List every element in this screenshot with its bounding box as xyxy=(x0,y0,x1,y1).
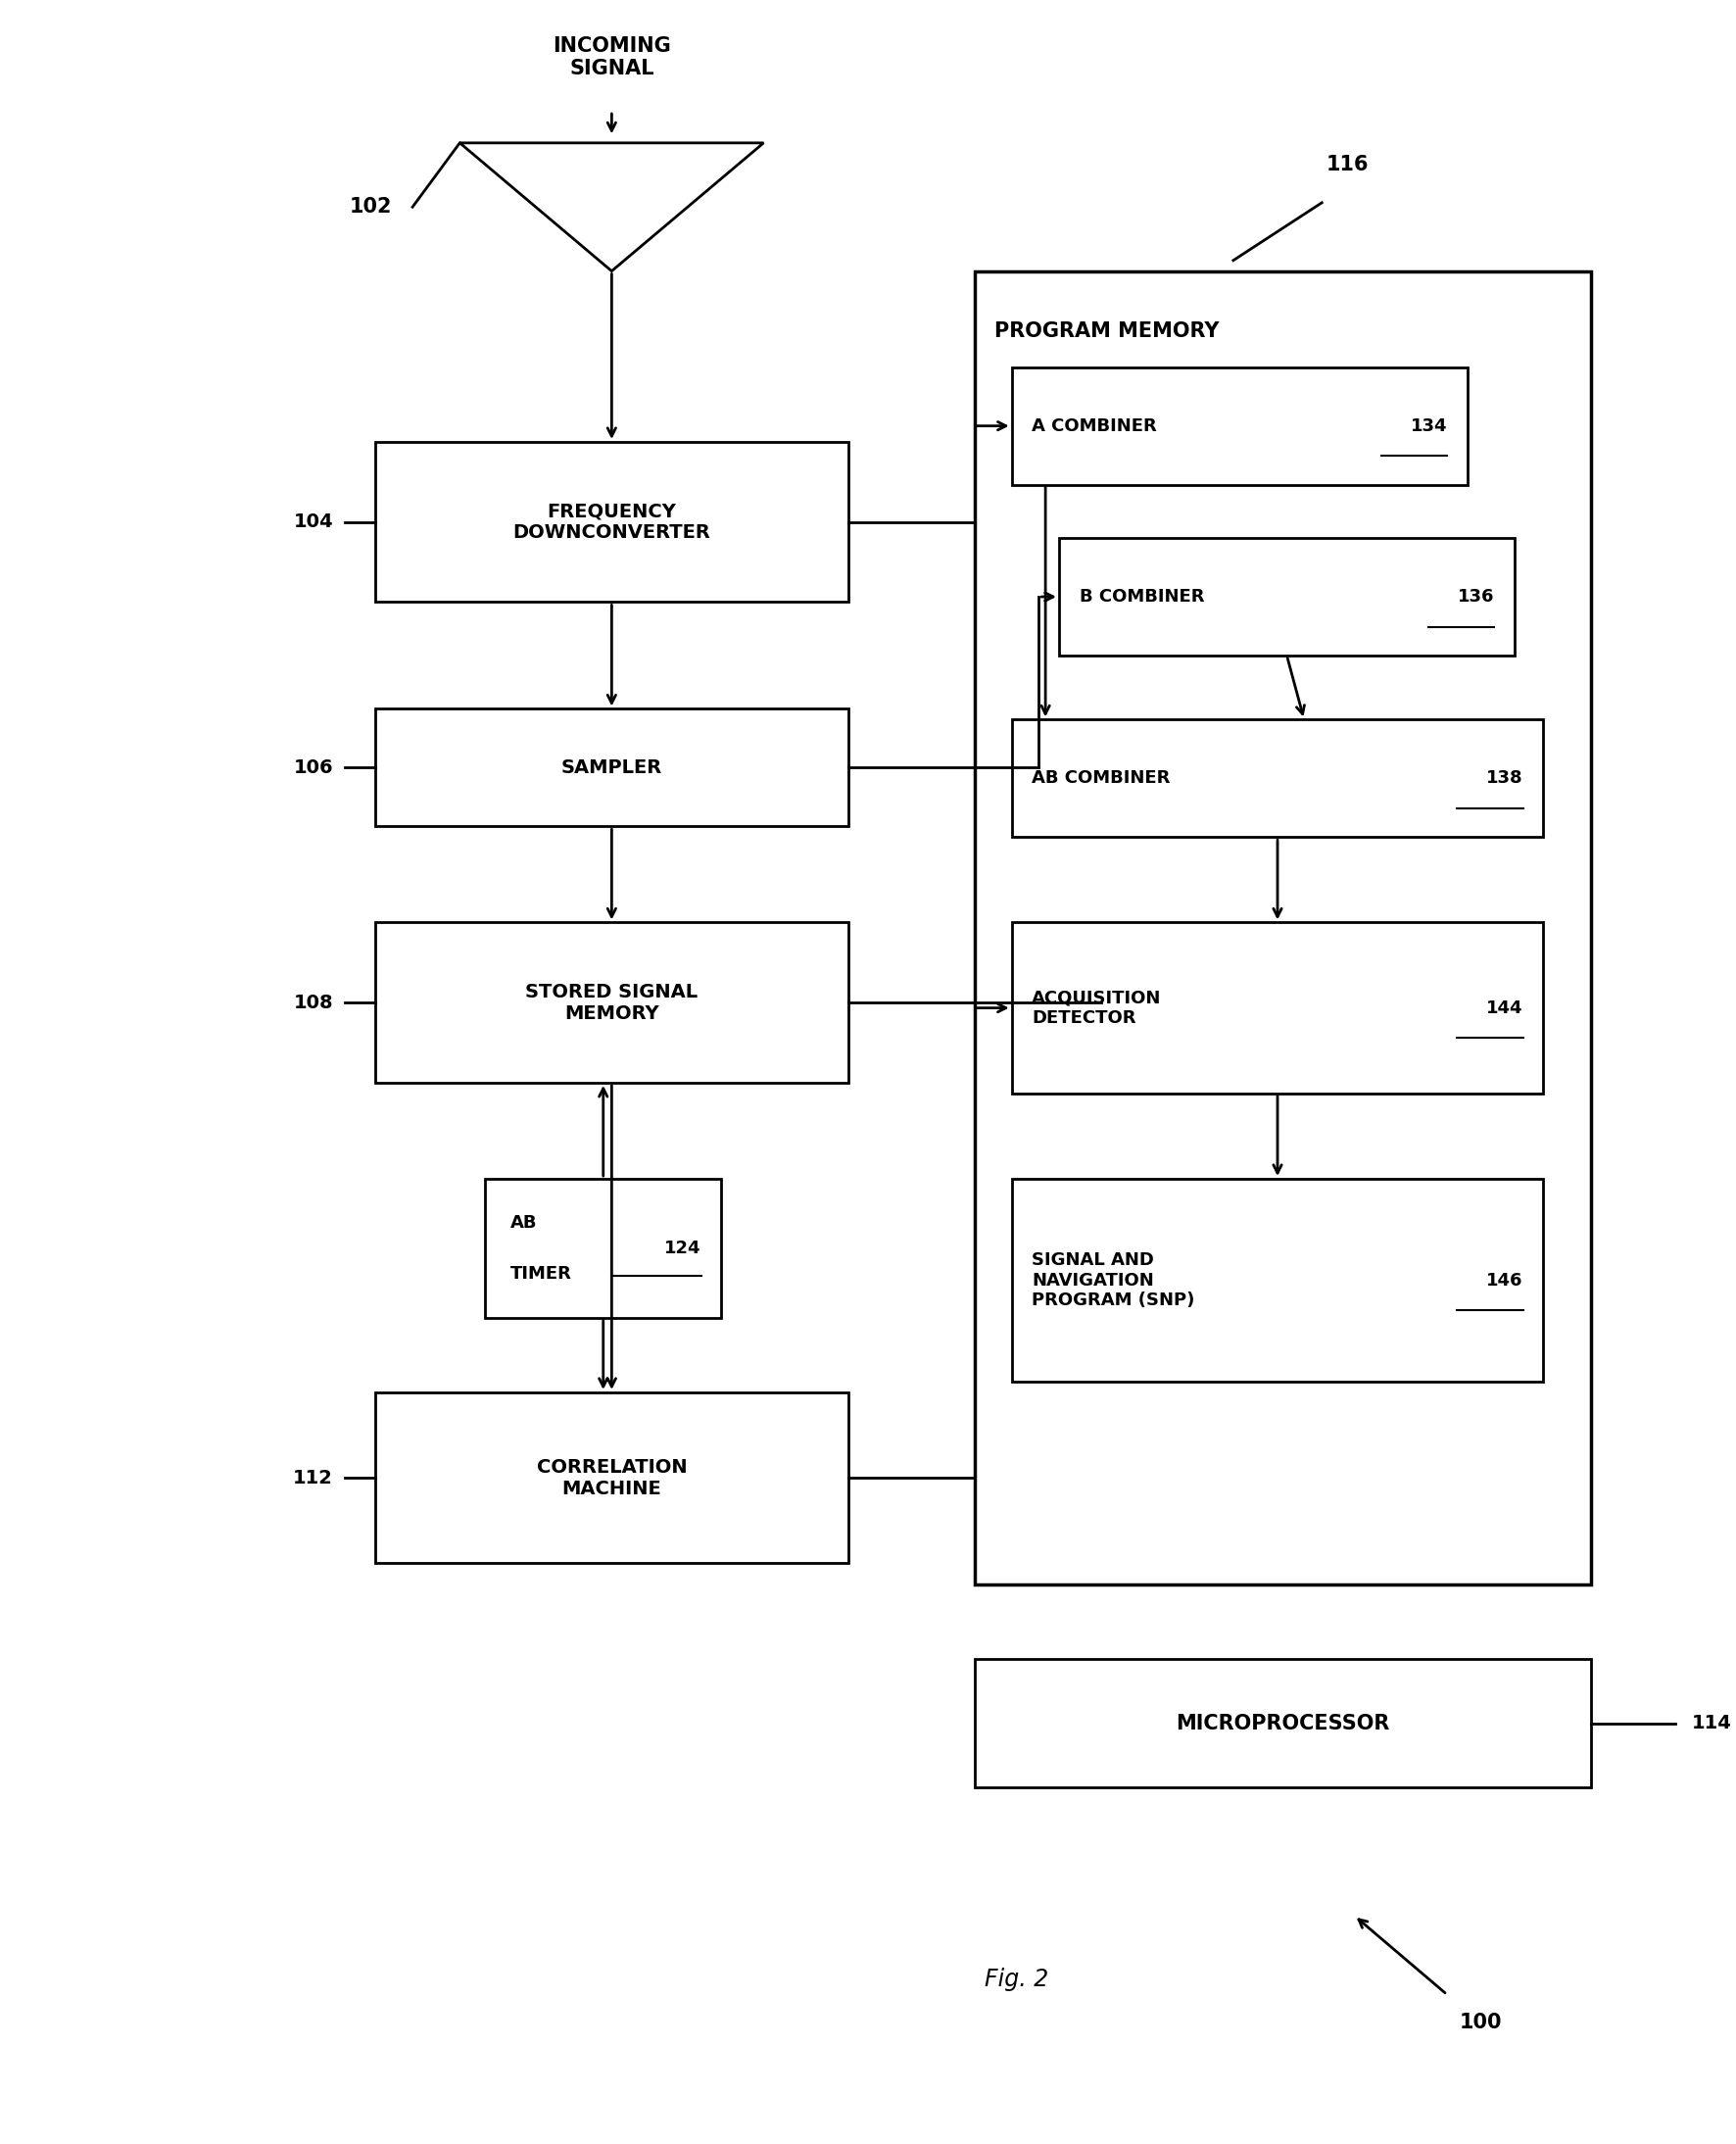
Text: AB COMBINER: AB COMBINER xyxy=(1031,770,1170,787)
FancyBboxPatch shape xyxy=(1012,922,1543,1093)
FancyBboxPatch shape xyxy=(375,442,847,602)
FancyBboxPatch shape xyxy=(974,1659,1590,1788)
FancyBboxPatch shape xyxy=(375,1391,847,1563)
Text: PROGRAM MEMORY: PROGRAM MEMORY xyxy=(995,322,1220,341)
FancyBboxPatch shape xyxy=(1012,367,1467,485)
Text: B COMBINER: B COMBINER xyxy=(1080,587,1205,605)
Text: 124: 124 xyxy=(665,1239,701,1256)
Polygon shape xyxy=(460,144,764,270)
Text: 136: 136 xyxy=(1458,587,1495,605)
FancyBboxPatch shape xyxy=(375,922,847,1083)
Text: CORRELATION
MACHINE: CORRELATION MACHINE xyxy=(536,1458,687,1499)
Text: SAMPLER: SAMPLER xyxy=(561,759,661,776)
FancyBboxPatch shape xyxy=(974,270,1590,1584)
Text: 144: 144 xyxy=(1486,999,1522,1016)
FancyBboxPatch shape xyxy=(375,710,847,825)
Text: 146: 146 xyxy=(1486,1271,1522,1289)
Text: 112: 112 xyxy=(293,1469,333,1488)
Text: SIGNAL AND
NAVIGATION
PROGRAM (SNP): SIGNAL AND NAVIGATION PROGRAM (SNP) xyxy=(1031,1252,1194,1310)
Text: 116: 116 xyxy=(1326,154,1368,174)
Text: 102: 102 xyxy=(349,197,392,217)
Text: 108: 108 xyxy=(293,993,333,1012)
Text: TIMER: TIMER xyxy=(510,1265,573,1282)
Text: A COMBINER: A COMBINER xyxy=(1031,418,1158,435)
Text: INCOMING
SIGNAL: INCOMING SIGNAL xyxy=(552,36,670,79)
Text: Fig. 2: Fig. 2 xyxy=(984,1968,1049,1992)
Text: 106: 106 xyxy=(293,759,333,776)
FancyBboxPatch shape xyxy=(1012,1179,1543,1381)
Text: 138: 138 xyxy=(1486,770,1522,787)
Text: STORED SIGNAL
MEMORY: STORED SIGNAL MEMORY xyxy=(526,982,698,1023)
Text: 134: 134 xyxy=(1410,418,1448,435)
Text: MICROPROCESSOR: MICROPROCESSOR xyxy=(1175,1713,1389,1732)
Text: 104: 104 xyxy=(293,512,333,532)
Text: 114: 114 xyxy=(1693,1713,1733,1732)
Text: FREQUENCY
DOWNCONVERTER: FREQUENCY DOWNCONVERTER xyxy=(512,502,710,542)
FancyBboxPatch shape xyxy=(1012,720,1543,836)
FancyBboxPatch shape xyxy=(484,1179,722,1319)
Text: 100: 100 xyxy=(1460,2013,1502,2033)
Text: ACQUISITION
DETECTOR: ACQUISITION DETECTOR xyxy=(1031,988,1161,1027)
FancyBboxPatch shape xyxy=(1059,538,1514,656)
Text: AB: AB xyxy=(510,1214,538,1231)
